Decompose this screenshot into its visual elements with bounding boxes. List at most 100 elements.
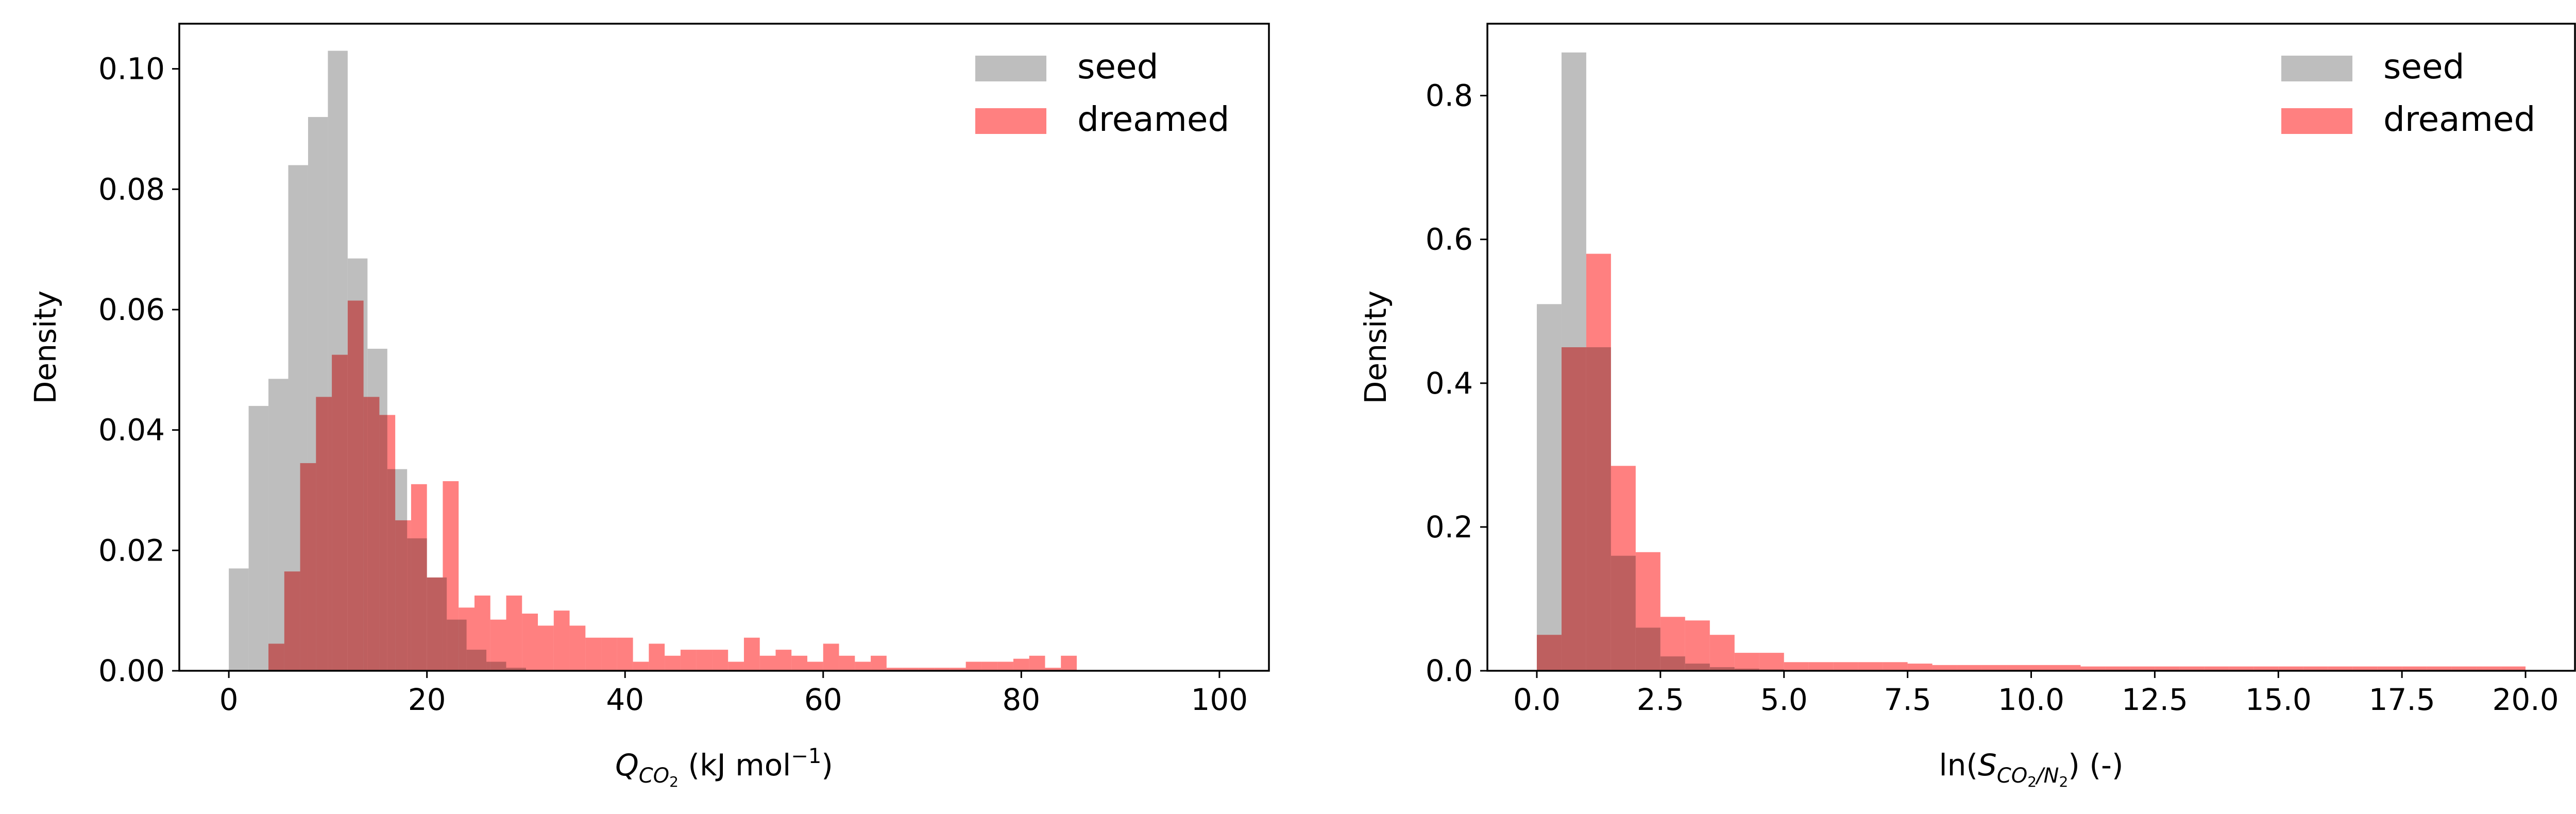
bar-dreamed — [411, 484, 427, 671]
bar-dreamed — [1685, 620, 1710, 671]
bar-dreamed — [2501, 666, 2526, 671]
y-tick-label: 0.06 — [98, 292, 165, 327]
legend-swatch-seed — [2281, 56, 2352, 81]
series-dreamed — [1536, 253, 2526, 671]
bar-dreamed — [1013, 658, 1029, 671]
histogram-panel-selectivity: 0.0 2.5 5.0 7.5 10.0 12.5 15.0 17.5 20.0 0.0 0.2 0.… — [1358, 23, 2576, 790]
bar-dreamed — [1932, 665, 1957, 671]
bar-dreamed — [2328, 666, 2353, 671]
bar-dreamed — [617, 637, 633, 671]
bar-dreamed — [2476, 666, 2501, 671]
bar-dreamed — [649, 643, 665, 671]
bar-dreamed — [585, 637, 602, 671]
legend-swatch-dreamed — [975, 108, 1046, 134]
legend-label-seed: seed — [1077, 47, 1159, 87]
x-tick-label: 12.5 — [2122, 682, 2188, 717]
x-tick-label: 7.5 — [1884, 682, 1931, 717]
bar-dreamed — [1833, 662, 1858, 671]
x-tick-label: 15.0 — [2245, 682, 2312, 717]
bar-dreamed — [728, 662, 744, 671]
bar-dreamed — [918, 668, 935, 671]
y-axis-label: Density — [1358, 291, 1393, 404]
bar-dreamed — [759, 655, 776, 671]
bar-dreamed — [2179, 666, 2205, 671]
bar-dreamed — [807, 662, 823, 671]
bar-dreamed — [965, 662, 982, 671]
bar-dreamed — [871, 655, 887, 671]
x-axis-label: ln(SCO2/N2) (-) — [1939, 748, 2123, 790]
bar-dreamed — [1586, 253, 1611, 671]
bar-dreamed — [1709, 635, 1735, 671]
legend-swatch-dreamed — [2281, 108, 2352, 134]
y-tick-label: 0.00 — [98, 653, 165, 688]
bar-dreamed — [1784, 662, 1809, 671]
bar-dreamed — [1883, 662, 1908, 671]
bar-dreamed — [1981, 665, 2007, 671]
y-axis-label: Density — [28, 291, 63, 404]
bar-dreamed — [1561, 347, 1586, 671]
bar-dreamed — [316, 397, 332, 671]
bar-dreamed — [395, 520, 411, 671]
x-axis-label: QCO2 (kJ mol−1) — [615, 744, 833, 790]
bar-dreamed — [680, 650, 697, 671]
bar-dreamed — [665, 655, 681, 671]
x-tick-label: 60 — [804, 682, 842, 717]
y-tick-label: 0.08 — [98, 172, 165, 207]
bar-dreamed — [1957, 665, 1982, 671]
bar-dreamed — [1858, 662, 1883, 671]
bar-dreamed — [2155, 666, 2180, 671]
bar-dreamed — [2352, 666, 2378, 671]
bar-dreamed — [569, 625, 586, 671]
bar-dreamed — [443, 481, 459, 671]
bar-dreamed — [268, 643, 284, 671]
bar-dreamed — [2377, 666, 2402, 671]
bar-dreamed — [712, 650, 728, 671]
x-tick-label: 0.0 — [1513, 682, 1561, 717]
x-tick-label: 100 — [1191, 682, 1248, 717]
bar-dreamed — [839, 655, 855, 671]
bar-dreamed — [743, 637, 760, 671]
series-dreamed — [268, 300, 1077, 671]
axes-frame — [178, 23, 1270, 672]
bar-dreamed — [1611, 466, 1636, 671]
x-tick-label: 80 — [1002, 682, 1040, 717]
bar-dreamed — [284, 571, 300, 671]
x-tick-label: 10.0 — [1998, 682, 2064, 717]
y-tick-label: 0.04 — [98, 413, 165, 448]
bar-dreamed — [886, 668, 903, 671]
x-tick-label: 17.5 — [2369, 682, 2435, 717]
bar-dreamed — [474, 595, 490, 671]
bar-dreamed — [2204, 666, 2229, 671]
y-tick-label: 0.6 — [1426, 222, 1473, 257]
bar-dreamed — [775, 650, 792, 671]
bar-dreamed — [1635, 552, 1660, 671]
bar-seed — [248, 405, 269, 671]
bar-dreamed — [2105, 666, 2130, 671]
bar-dreamed — [427, 577, 443, 671]
bar-dreamed — [490, 619, 506, 671]
bar-dreamed — [2427, 666, 2452, 671]
bar-dreamed — [981, 662, 998, 671]
bar-dreamed — [2056, 665, 2081, 671]
bar-dreamed — [379, 415, 396, 671]
bar-dreamed — [2253, 666, 2279, 671]
bar-dreamed — [2402, 666, 2427, 671]
bar-dreamed — [332, 354, 348, 671]
bar-dreamed — [1061, 655, 1077, 671]
legend-swatch-seed — [975, 56, 1046, 81]
legend: seed dreamed — [2281, 47, 2535, 139]
bar-dreamed — [459, 607, 474, 671]
bar-dreamed — [791, 655, 808, 671]
y-tick-label: 0.8 — [1426, 78, 1473, 113]
bar-dreamed — [934, 668, 950, 671]
histogram-panel-heat-of-adsorption: 0 20 40 60 80 100 0.00 0.02 0.04 0.06 0.08 0.10 Dens… — [28, 23, 1270, 790]
legend-label-dreamed: dreamed — [2383, 99, 2535, 139]
bar-dreamed — [553, 610, 570, 671]
bar-dreamed — [823, 643, 839, 671]
x-tick-label: 0 — [219, 682, 239, 717]
bar-dreamed — [2031, 665, 2056, 671]
bar-dreamed — [2006, 665, 2031, 671]
bar-dreamed — [902, 668, 919, 671]
bar-dreamed — [1734, 653, 1759, 671]
